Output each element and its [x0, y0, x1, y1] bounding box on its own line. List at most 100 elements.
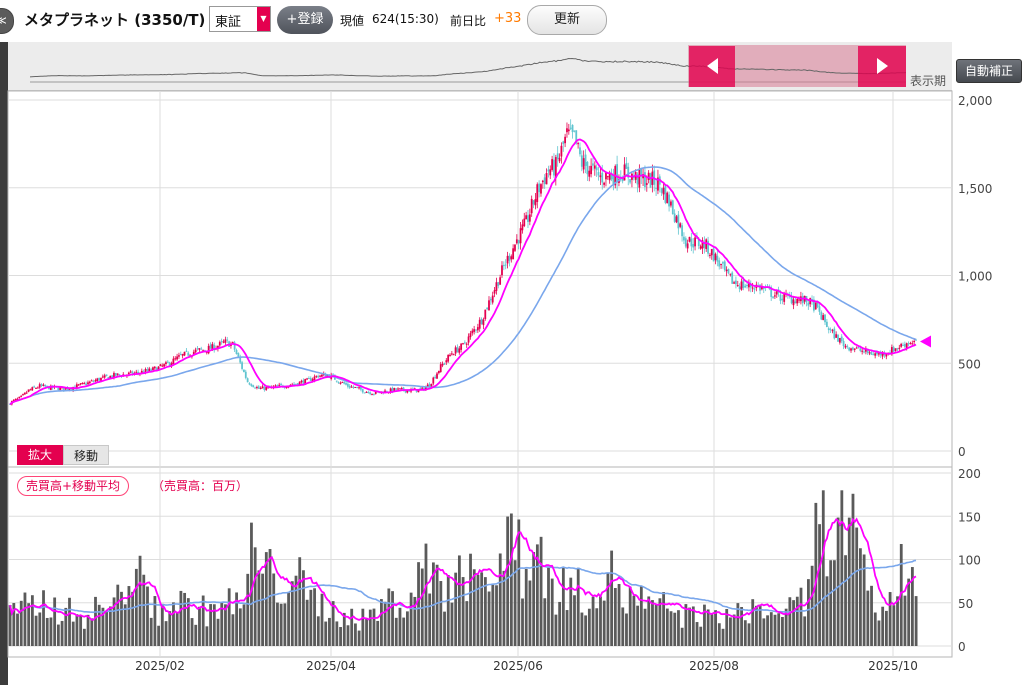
chevron-right-icon: [877, 58, 888, 74]
candle-body: [801, 296, 804, 304]
candle-body: [248, 383, 251, 385]
price-tick-label: 1,500: [958, 182, 992, 196]
dropdown-arrow-icon[interactable]: ▼: [257, 7, 270, 31]
candle-body: [393, 387, 396, 392]
candle-body: [569, 127, 572, 129]
candle-body: [751, 287, 754, 289]
candle-body: [265, 387, 268, 390]
candle-body: [77, 384, 80, 386]
volume-tick-label: 0: [958, 640, 966, 654]
price-tick-label: 1,000: [958, 270, 992, 284]
candle-body: [575, 130, 578, 144]
volume-bar: [810, 565, 814, 646]
volume-bar: [86, 614, 90, 646]
candle-body: [27, 389, 30, 392]
volume-bar: [316, 616, 320, 646]
register-button[interactable]: +登録: [277, 6, 333, 34]
volume-short-average-line: [9, 517, 917, 621]
volume-layer: [8, 490, 918, 646]
volume-panel-frame: [7, 466, 953, 658]
candle-body: [586, 161, 589, 175]
volume-bar: [732, 614, 736, 646]
volume-bar: [342, 612, 346, 646]
candle-body: [40, 384, 43, 386]
candle-body: [497, 282, 500, 286]
candle-body: [558, 157, 561, 162]
candle-body: [668, 194, 670, 207]
candle-body: [753, 288, 756, 290]
candle-body: [113, 372, 115, 378]
candle-body: [49, 385, 52, 390]
candle-body: [812, 299, 815, 311]
volume-bar: [439, 581, 443, 646]
volume-bar: [127, 586, 131, 646]
candle-body: [720, 264, 722, 266]
volume-bar: [60, 620, 64, 646]
candle-body: [254, 387, 256, 389]
candle-body: [701, 240, 704, 249]
volume-bar: [97, 604, 101, 646]
candle-body: [688, 236, 691, 242]
candle-body: [838, 337, 841, 343]
volume-bar: [502, 570, 506, 646]
candle-body: [781, 298, 784, 301]
candle-body: [317, 376, 320, 378]
candle-body: [42, 384, 45, 386]
candle-body: [521, 224, 524, 231]
volume-bar: [643, 608, 647, 646]
x-tick-label: 2025/06: [493, 659, 543, 673]
volume-bar: [201, 595, 205, 646]
candle-body: [903, 344, 906, 347]
volume-bar: [706, 609, 710, 646]
volume-bar: [116, 584, 120, 646]
candle-body: [445, 360, 448, 363]
volume-bar: [844, 555, 847, 646]
volume-bar: [365, 617, 368, 646]
candle-body: [243, 369, 245, 373]
volume-bar: [123, 604, 127, 646]
candle-body: [692, 244, 695, 248]
candle-body: [174, 358, 177, 360]
volume-bar: [565, 610, 569, 646]
candle-body: [196, 348, 199, 350]
candle-body: [439, 364, 442, 373]
volume-bar: [309, 589, 313, 646]
candle-body: [200, 348, 203, 350]
candle-body: [454, 347, 457, 354]
volume-bar: [699, 626, 703, 646]
candle-body: [510, 256, 513, 260]
zoom-button[interactable]: 拡大: [17, 445, 63, 465]
candle-body: [666, 192, 669, 204]
move-button[interactable]: 移動: [63, 445, 109, 465]
candle-body: [731, 272, 734, 284]
candle-body: [274, 385, 277, 387]
volume-bar: [198, 606, 201, 646]
volume-bar: [777, 613, 781, 646]
candle-body: [441, 363, 444, 366]
candle-body: [183, 351, 186, 356]
candle-body: [324, 373, 327, 378]
market-select[interactable]: 東証 ▼: [209, 6, 271, 32]
update-button[interactable]: 更新: [527, 5, 607, 35]
volume-bar: [647, 596, 651, 646]
auto-correct-button[interactable]: 自動補正: [956, 59, 1022, 83]
candle-body: [159, 364, 162, 367]
x-tick-label: 2025/08: [689, 659, 739, 673]
candle-body: [458, 348, 461, 353]
candle-body: [22, 394, 24, 396]
volume-bar: [205, 626, 209, 646]
volume-bar: [90, 618, 94, 646]
volume-bar: [688, 607, 691, 646]
volume-bar: [573, 595, 576, 646]
candle-body: [315, 375, 318, 377]
volume-bar: [142, 574, 146, 646]
volume-bar: [212, 604, 216, 646]
volume-bar: [394, 617, 398, 646]
volume-bar: [673, 612, 677, 646]
candle-body: [573, 130, 576, 132]
candle-body: [12, 400, 15, 402]
volume-bar: [168, 611, 172, 646]
candle-body: [530, 198, 533, 214]
candle-body: [460, 343, 463, 350]
candle-body: [257, 386, 260, 389]
